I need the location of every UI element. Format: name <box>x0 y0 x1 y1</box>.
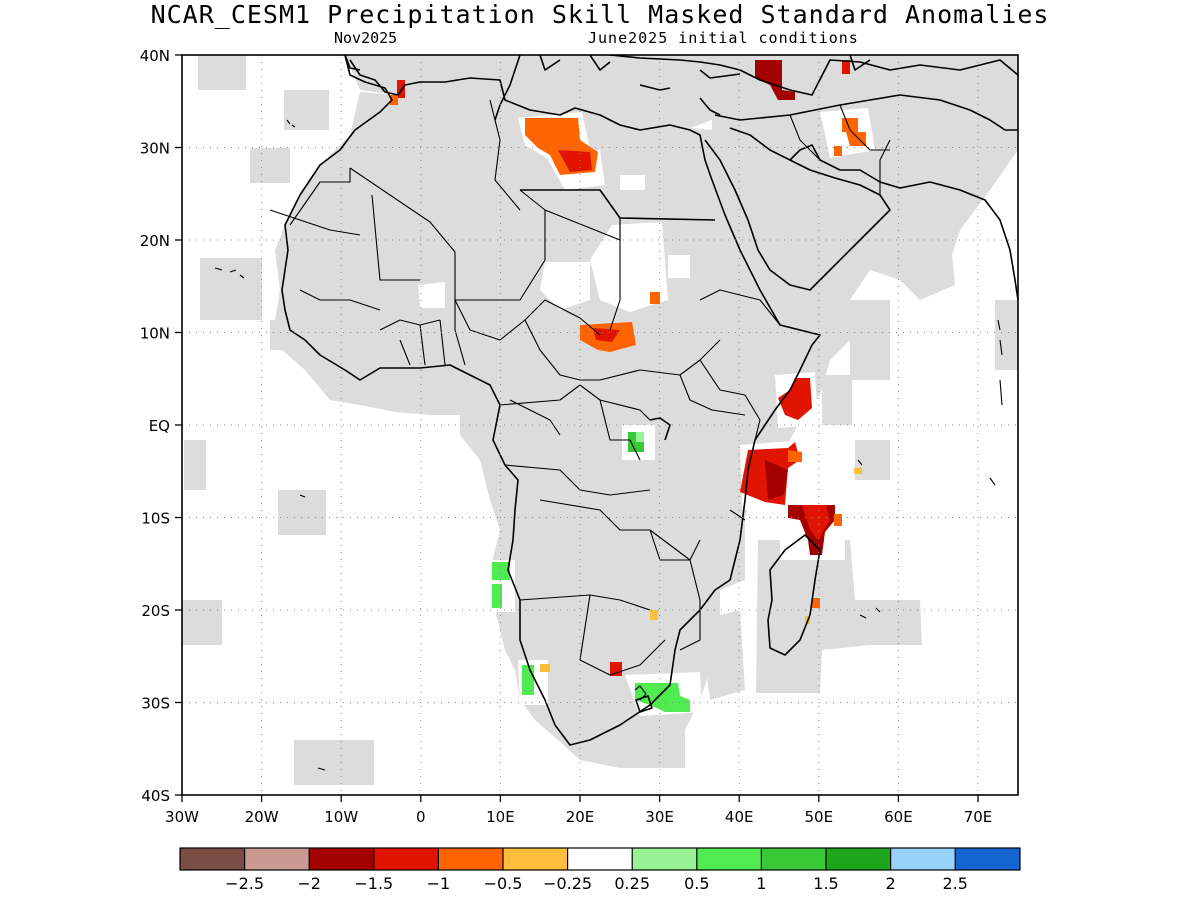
x-tick-label: 40E <box>725 808 754 826</box>
country-borders <box>269 99 891 676</box>
colorbar-swatch <box>826 848 891 870</box>
colorbar-label: −2.5 <box>225 874 264 893</box>
x-tick-label: 10E <box>486 808 515 826</box>
colorbar-label: −0.5 <box>484 874 523 893</box>
colorbar: −2.5 −2 −1.5 −1 −0.5 −0.25 0.25 0.5 1 1.… <box>179 847 1021 893</box>
y-tick-label: 10S <box>141 510 170 528</box>
colorbar-swatch <box>309 848 374 870</box>
y-tick-label: 40S <box>141 787 170 805</box>
colorbar-label: 1.5 <box>813 874 838 893</box>
colorbar-label: 2 <box>886 874 896 893</box>
map-plot-area <box>182 55 1018 785</box>
colorbar-swatch <box>503 848 568 870</box>
colorbar-label: 0.25 <box>614 874 650 893</box>
axis-ticks <box>175 54 979 802</box>
x-tick-label: 50E <box>805 808 834 826</box>
x-tick-label: 30E <box>645 808 674 826</box>
x-axis-labels: 30W 20W 10W 0 10E 20E 30E 40E 50E 60E 70… <box>165 808 992 826</box>
colorbar-label: −0.25 <box>543 874 592 893</box>
colorbar-swatch <box>180 848 245 870</box>
colorbar-swatch <box>244 848 310 870</box>
colorbar-label: −1 <box>427 874 451 893</box>
x-tick-label: 30W <box>165 808 199 826</box>
y-tick-label: 20N <box>140 232 170 250</box>
colorbar-label: −2 <box>297 874 321 893</box>
y-tick-label: 10N <box>140 325 170 343</box>
x-tick-label: 60E <box>884 808 913 826</box>
colorbar-swatch <box>632 848 697 870</box>
colorbar-label: 0.5 <box>684 874 709 893</box>
y-tick-label: 30S <box>141 695 170 713</box>
colorbar-swatch <box>567 848 633 870</box>
colorbar-swatch <box>890 848 956 870</box>
y-tick-label: 40N <box>140 47 170 65</box>
x-tick-label: 10W <box>324 808 358 826</box>
chart-title: NCAR_CESM1 Precipitation Skill Masked St… <box>150 0 1050 29</box>
islands <box>214 119 1003 771</box>
x-tick-label: 70E <box>964 808 993 826</box>
y-axis-labels: 40N 30N 20N 10N EQ 10S 20S 30S 40S <box>140 47 170 805</box>
x-tick-label: 20E <box>566 808 595 826</box>
colorbar-swatch <box>955 848 1020 870</box>
x-tick-label: 20W <box>245 808 279 826</box>
colorbar-swatch <box>438 848 503 870</box>
y-tick-label: 30N <box>140 140 170 158</box>
colorbar-swatch <box>696 848 762 870</box>
colorbar-label: 2.5 <box>942 874 967 893</box>
colorbar-swatch <box>761 848 826 870</box>
colorbar-label: 1 <box>756 874 766 893</box>
y-tick-label: EQ <box>149 417 170 435</box>
gridlines <box>182 55 1018 795</box>
colorbar-swatch <box>373 848 439 870</box>
skill-mask <box>182 55 1018 785</box>
y-tick-label: 20S <box>141 602 170 620</box>
forecast-month: Nov2025 <box>334 29 398 47</box>
x-tick-label: 0 <box>416 808 426 826</box>
colorbar-label: −1.5 <box>354 874 393 893</box>
initial-conditions: June2025 initial conditions <box>588 29 859 47</box>
